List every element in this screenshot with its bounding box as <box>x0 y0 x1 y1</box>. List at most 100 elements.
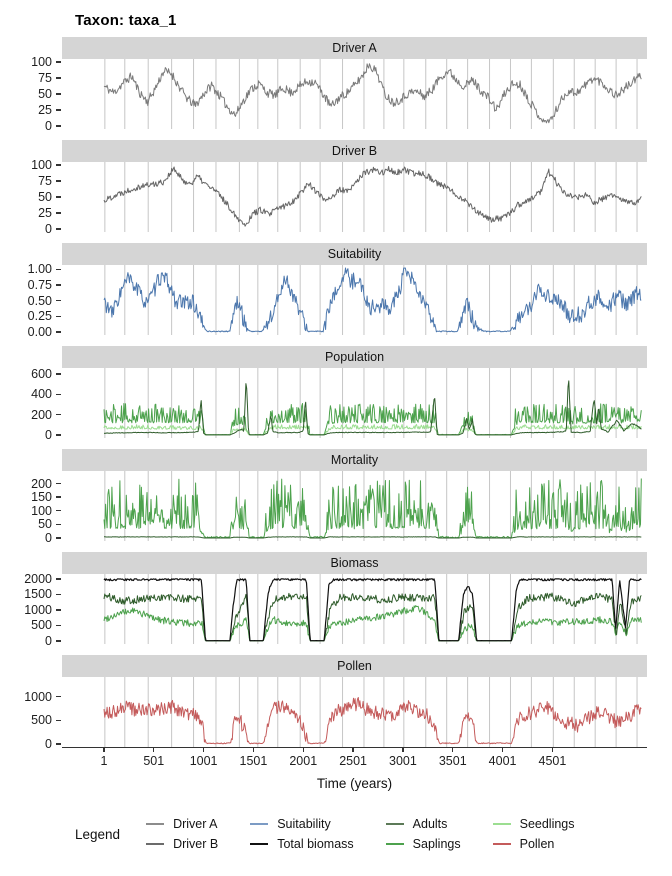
series-driver-a-driver-a <box>103 63 642 124</box>
x-axis: 1 501 1001 1501 2001 2501 3001 3501 4001 4501 <box>0 747 672 773</box>
x-tick-mark <box>202 748 205 752</box>
facet-strip-biomass: Biomass <box>62 552 647 574</box>
panel-suitability: Suitability <box>62 243 647 335</box>
y-tick-label: 200 <box>31 476 52 491</box>
y-tick-mark <box>56 393 61 396</box>
y-tick-mark <box>56 164 61 166</box>
legend-swatch <box>492 843 511 845</box>
panel-plot-pollen <box>62 677 647 747</box>
y-tick-mark <box>56 373 61 375</box>
facet-suitability: 0.00 0.25 0.50 0.75 1.00 Suitability <box>0 243 672 339</box>
y-tick-mark <box>56 61 61 63</box>
legend-title: Legend <box>75 826 121 842</box>
y-tick-label: 25 <box>38 103 52 117</box>
legend-item-label: Seedlings <box>519 817 575 831</box>
facet-mortality: 0 50 100 150 200 Mortality <box>0 449 672 545</box>
x-tick-label: 4501 <box>538 754 567 768</box>
y-axis-mortality: 0 50 100 150 200 <box>0 471 62 545</box>
legend-swatch <box>492 823 511 825</box>
legend-item-total-biomass: Total biomass <box>250 837 354 851</box>
facet-strip-pollen: Pollen <box>62 655 647 677</box>
y-tick-mark <box>56 609 61 611</box>
facet-strip-driver-a: Driver A <box>62 37 647 59</box>
panel-plot-driver-a <box>62 59 647 129</box>
series-suitability-suitability <box>103 267 642 333</box>
y-tick-label: 0 <box>45 119 52 133</box>
panel-population: Population <box>62 346 647 438</box>
legend-item-label: Driver A <box>173 817 218 831</box>
series-biomass-adults <box>103 592 642 642</box>
y-tick-label: 0.00 <box>27 325 52 339</box>
x-tick-mark <box>153 748 155 752</box>
series-biomass-total-biomass <box>103 578 642 642</box>
x-tick-mark <box>452 748 454 752</box>
x-tick-label: 4001 <box>488 754 517 768</box>
legend-swatch <box>146 823 165 825</box>
y-tick-mark <box>56 624 61 627</box>
y-tick-mark <box>56 578 61 580</box>
legend-swatch <box>250 843 269 845</box>
y-tick-label: 0.50 <box>27 293 52 308</box>
plot-page: Taxon: taxa_1 0 25 50 75 100 Driver A 0 25 50 75 1… <box>0 12 672 853</box>
y-tick-mark <box>56 212 61 214</box>
y-tick-label: 25 <box>38 206 52 220</box>
series-population-adults <box>103 380 642 436</box>
y-tick-mark <box>56 93 61 95</box>
y-axis-driver-b: 0 25 50 75 100 <box>0 158 62 236</box>
series-population-saplings <box>103 403 642 436</box>
y-tick-label: 100 <box>31 55 52 69</box>
legend-swatch <box>146 843 165 845</box>
x-tick-mark <box>302 748 304 752</box>
legend-item-label: Adults <box>412 817 448 831</box>
y-tick-mark <box>56 743 61 745</box>
legend-item-saplings: Saplings <box>385 837 461 851</box>
y-tick-mark <box>56 434 61 436</box>
legend: Legend Driver A Driver B Suitability Total … <box>75 815 672 853</box>
panel-plot-suitability <box>62 265 647 335</box>
y-tick-mark <box>56 331 61 333</box>
facet-strip-population: Population <box>62 346 647 368</box>
panel-driver-b: Driver B <box>62 140 647 232</box>
legend-items: Driver A Driver B Suitability Total biomass… <box>146 815 575 853</box>
panel-plot-driver-b <box>62 162 647 232</box>
x-tick-label: 1501 <box>239 754 268 768</box>
x-tick-mark <box>501 748 504 752</box>
y-tick-label: 1500 <box>24 587 52 602</box>
y-tick-label: 150 <box>31 490 52 505</box>
y-tick-label: 600 <box>31 367 52 382</box>
legend-item-suitability: Suitability <box>250 817 353 831</box>
y-tick-mark <box>56 510 61 512</box>
y-tick-label: 2000 <box>24 571 52 586</box>
y-tick-mark <box>56 125 61 127</box>
y-axis-biomass: 0 500 1000 1500 2000 <box>0 571 62 648</box>
y-tick-mark <box>56 640 61 642</box>
y-tick-mark <box>56 77 61 79</box>
y-tick-label: 1000 <box>24 602 52 617</box>
y-tick-label: 400 <box>31 387 52 402</box>
x-tick-label: 3501 <box>438 754 467 768</box>
x-tick-label: 2501 <box>339 754 367 768</box>
x-tick-mark <box>352 748 354 752</box>
legend-item-adults: Adults <box>385 817 461 831</box>
facet-panels: 0 25 50 75 100 Driver A 0 25 50 75 100 Driver B 0.00… <box>0 37 672 751</box>
series-mortality-saplings <box>103 478 642 539</box>
y-axis-population: 0 200 400 600 <box>0 367 62 442</box>
y-tick-mark <box>56 413 61 416</box>
legend-item-label: Saplings <box>412 837 461 851</box>
y-tick-label: 50 <box>38 87 52 101</box>
y-tick-mark <box>56 268 61 270</box>
x-axis-line <box>62 747 647 749</box>
y-tick-label: 0.75 <box>27 277 52 292</box>
x-axis-spacer <box>0 747 62 773</box>
x-tick-label: 1 <box>100 754 108 768</box>
legend-item-driver-a: Driver A <box>146 817 218 831</box>
legend-item-label: Pollen <box>519 837 555 851</box>
facet-biomass: 0 500 1000 1500 2000 Biomass <box>0 552 672 648</box>
legend-item-label: Suitability <box>277 817 331 831</box>
y-tick-mark <box>56 299 61 302</box>
y-tick-label: 1.00 <box>27 262 52 277</box>
y-tick-label: 0 <box>45 222 52 236</box>
y-tick-mark <box>56 196 61 198</box>
x-tick-mark <box>252 748 255 752</box>
legend-item-seedlings: Seedlings <box>492 817 575 831</box>
